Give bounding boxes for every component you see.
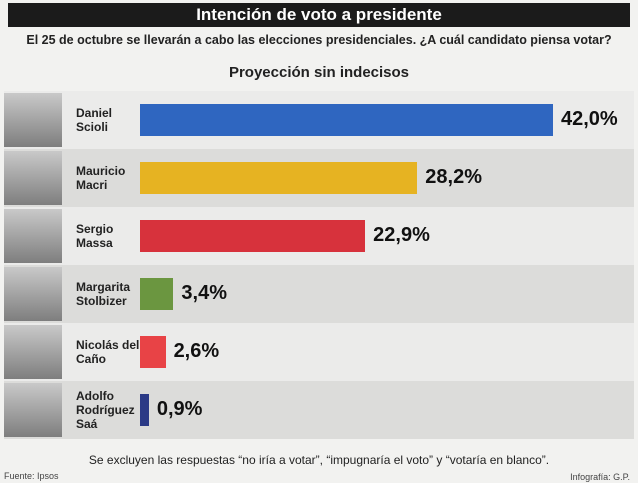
row: Adolfo Rodríguez Saá 0,9%	[4, 381, 634, 439]
row: Daniel Scioli 42,0%	[4, 91, 634, 149]
heading: Proyección sin indecisos	[228, 64, 410, 81]
candidate-photo	[4, 209, 62, 263]
value-label: 28,2%	[425, 166, 483, 188]
candidate-photo	[4, 325, 62, 379]
value-label: 0,9%	[156, 398, 203, 420]
bar	[140, 394, 149, 426]
row: Sergio Massa 22,9%	[4, 207, 634, 265]
row: Nicolás del Caño 2,6%	[4, 323, 634, 381]
note: Se excluyen las respuestas “no iría a vo…	[88, 453, 550, 467]
source: Fuente: Ipsos	[4, 471, 59, 481]
category-label: Daniel Scioli	[76, 106, 113, 134]
value-label: 3,4%	[181, 282, 228, 304]
candidate-photo	[4, 151, 62, 205]
category-label: Nicolás del Caño	[76, 338, 140, 366]
category-label: Margarita Stolbizer	[76, 280, 131, 308]
row: Mauricio Macri 28,2%	[4, 149, 634, 207]
value-label: 2,6%	[173, 340, 220, 362]
candidate-photo	[4, 93, 62, 147]
value-label: 42,0%	[561, 108, 618, 130]
bar	[140, 278, 174, 310]
chart-title: Intención de voto a presidente	[8, 3, 630, 27]
category-label: Sergio Massa	[76, 222, 114, 250]
bar	[140, 104, 553, 136]
credit: Infografía: G.P.	[570, 472, 630, 482]
bar	[140, 336, 166, 368]
candidate-photo	[4, 267, 62, 321]
candidate-photo	[4, 383, 62, 437]
value-label: 22,9%	[373, 224, 430, 246]
category-label: Adolfo Rodríguez Saá	[76, 389, 135, 431]
category-label: Mauricio Macri	[76, 164, 126, 192]
subtitle: El 25 de octubre se llevarán a cabo las …	[26, 33, 612, 47]
row: Margarita Stolbizer 3,4%	[4, 265, 634, 323]
bar	[140, 162, 418, 194]
bar	[140, 220, 366, 252]
